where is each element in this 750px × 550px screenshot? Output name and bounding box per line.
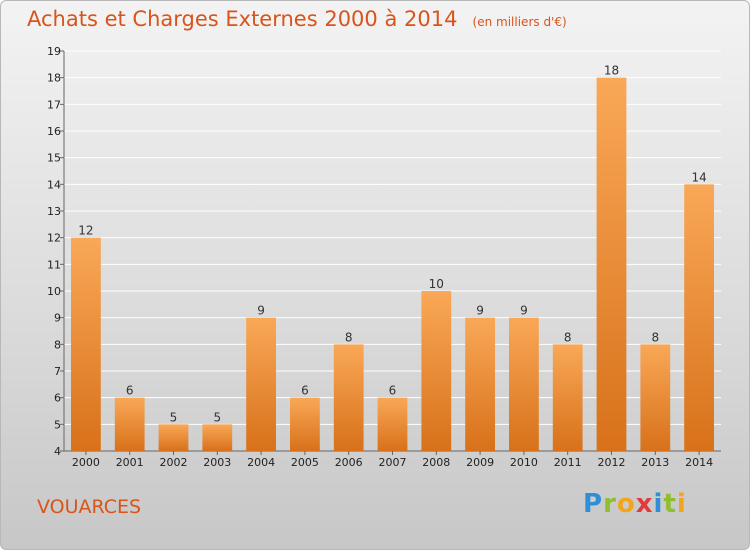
- logo-letter: x: [635, 489, 654, 519]
- bars: [71, 77, 714, 452]
- data-label: 9: [520, 304, 528, 318]
- logo-letter: t: [663, 489, 677, 519]
- y-tick-label: 5: [54, 418, 61, 431]
- bar-2011: [552, 344, 583, 451]
- data-labels: 12 6 5 5 9 6 8 6 10 9 9 8 18 8 14: [78, 64, 706, 425]
- data-label: 18: [604, 64, 619, 78]
- x-tick-label: 2010: [510, 456, 538, 469]
- proxiti-logo[interactable]: Proxiti: [583, 489, 687, 519]
- chart-subtitle: (en milliers d'€): [472, 15, 567, 29]
- data-label: 12: [78, 224, 93, 238]
- data-label: 9: [257, 304, 265, 318]
- y-tick-label: 6: [54, 392, 61, 405]
- x-tick-label: 2014: [685, 456, 713, 469]
- x-tick-label: 2000: [72, 456, 100, 469]
- bar-2013: [640, 344, 671, 451]
- logo-letter: i: [676, 489, 687, 519]
- y-tick-label: 12: [47, 232, 61, 245]
- data-label: 8: [564, 330, 572, 344]
- bar-2008: [421, 291, 452, 451]
- logo-letter: P: [583, 489, 604, 519]
- logo-letter: i: [653, 489, 664, 519]
- x-tick-label: 2001: [116, 456, 144, 469]
- logo-letter: o: [616, 489, 636, 519]
- bar-2003: [202, 424, 233, 451]
- x-tick-label: 2006: [335, 456, 363, 469]
- chart-title: Achats et Charges Externes 2000 à 2014: [27, 7, 458, 31]
- y-tick-label: 13: [47, 205, 61, 218]
- y-tick-label: 7: [54, 365, 61, 378]
- bar-2012: [596, 77, 627, 452]
- data-label: 9: [476, 304, 484, 318]
- bar-2005: [290, 397, 320, 451]
- axes: 4 5 6 7 8 9 10 11 12 13 14 15 16 17 18 19 2000 2001 2002 20…: [47, 45, 721, 469]
- y-tick-label: 17: [47, 98, 61, 111]
- y-tick-label: 9: [54, 312, 61, 325]
- x-tick-label: 2005: [291, 456, 319, 469]
- data-label: 6: [389, 384, 397, 398]
- y-tick-label: 14: [47, 178, 61, 191]
- bar-2009: [465, 317, 495, 451]
- logo-letter: r: [603, 489, 617, 519]
- bar-2007: [377, 397, 408, 451]
- y-tick-label: 11: [47, 258, 61, 271]
- data-label: 5: [170, 410, 178, 424]
- y-tick-label: 10: [47, 285, 61, 298]
- data-label: 6: [126, 384, 134, 398]
- title-row: Achats et Charges Externes 2000 à 2014 (…: [27, 7, 567, 31]
- x-tick-label: 2012: [598, 456, 626, 469]
- x-tick-label: 2011: [554, 456, 582, 469]
- data-label: 8: [345, 330, 353, 344]
- x-tick-label: 2008: [422, 456, 450, 469]
- data-label: 5: [213, 410, 221, 424]
- x-tick-label: 2003: [203, 456, 231, 469]
- x-tick-label: 2002: [160, 456, 188, 469]
- y-tick-label: 8: [54, 338, 61, 351]
- data-label: 8: [651, 330, 659, 344]
- bar-2001: [114, 397, 145, 451]
- bar-2014: [684, 184, 714, 452]
- y-tick-label: 16: [47, 125, 61, 138]
- bar-2006: [333, 344, 364, 451]
- bar-2002: [158, 424, 189, 451]
- y-tick-label: 15: [47, 152, 61, 165]
- y-tick-label: 19: [47, 45, 61, 58]
- bar-2000: [71, 237, 101, 451]
- x-tick-label: 2013: [641, 456, 669, 469]
- bar-2010: [509, 317, 539, 451]
- y-tick-label: 4: [54, 445, 61, 458]
- x-tick-label: 2007: [379, 456, 407, 469]
- data-label: 14: [691, 170, 706, 184]
- x-tick-label: 2004: [247, 456, 275, 469]
- y-tick-label: 18: [47, 72, 61, 85]
- data-label: 10: [429, 277, 444, 291]
- place-name: VOUARCES: [37, 496, 142, 518]
- data-label: 6: [301, 384, 309, 398]
- bar-2004: [246, 317, 276, 451]
- x-tick-label: 2009: [466, 456, 494, 469]
